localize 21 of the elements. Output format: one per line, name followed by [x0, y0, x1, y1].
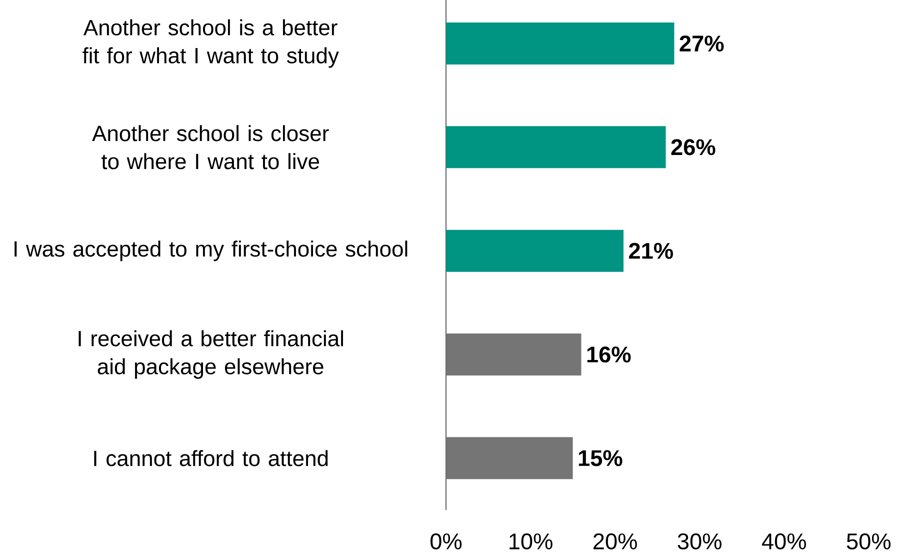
bar: [446, 334, 582, 376]
bar: [446, 126, 666, 168]
data-label: 16%: [587, 346, 631, 363]
x-tick-label: 10%: [510, 533, 552, 550]
data-label: 15%: [578, 450, 622, 466]
y-tick-label: I received a better financial aid package elsewhere: [78, 330, 343, 379]
y-tick-label: I was accepted to my first-choice school: [14, 240, 408, 262]
x-tick-label: 40%: [762, 533, 806, 550]
y-tick-label: I cannot afford to attend: [94, 450, 328, 466]
x-tick-label: 0%: [430, 533, 462, 550]
x-tick-label: 30%: [678, 533, 722, 550]
y-tick-label: Another school is a better fit for what I want to study: [82, 19, 339, 68]
data-label: 26%: [671, 139, 716, 156]
data-label: 21%: [629, 242, 673, 259]
bar: [446, 22, 674, 65]
data-label: 27%: [680, 36, 724, 52]
x-tick-label: 20%: [594, 533, 637, 550]
x-tick-label: 50%: [846, 533, 891, 550]
y-tick-label: Another school is closer to where I want to live: [92, 125, 329, 170]
bar: [446, 437, 573, 480]
bar: [446, 230, 624, 272]
